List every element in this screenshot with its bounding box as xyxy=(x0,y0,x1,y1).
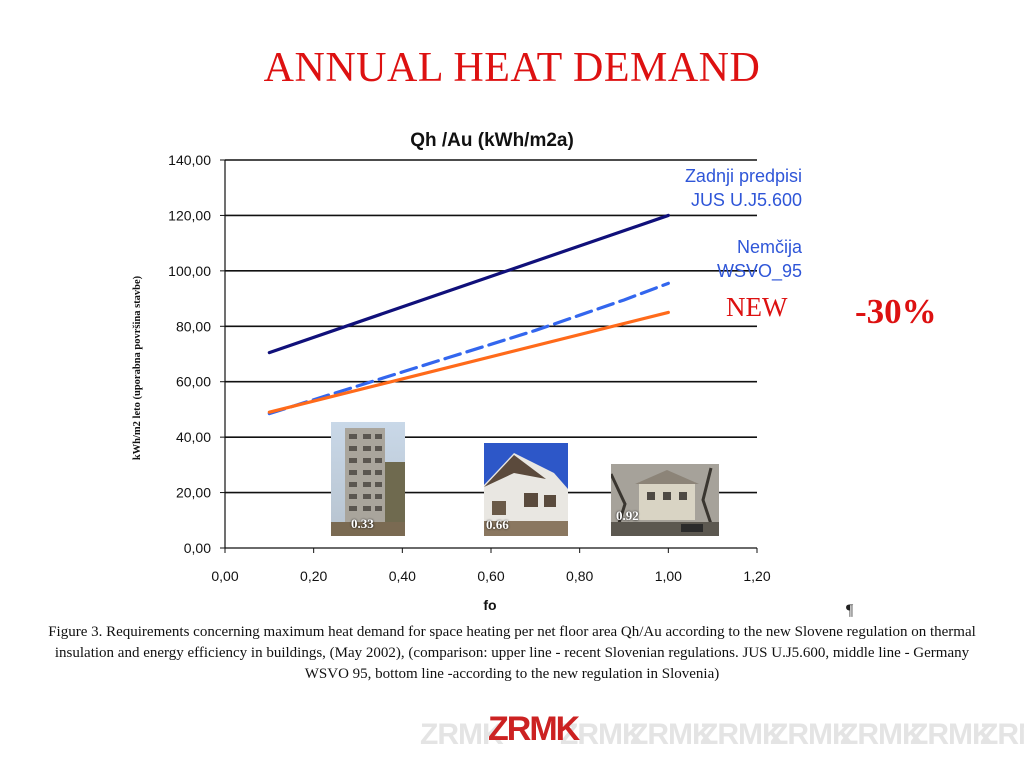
legend-entry: Zadnji predpisi xyxy=(685,166,802,186)
legend-entry: JUS U.J5.600 xyxy=(691,190,802,210)
x-tick-label: 0,80 xyxy=(566,568,593,584)
photo-label-highrise: 0.33 xyxy=(351,516,374,531)
series-lines xyxy=(267,213,670,416)
logo-text: ZRMK xyxy=(488,710,580,748)
slide-title: ANNUAL HEAT DEMAND xyxy=(263,45,761,91)
y-tick-label: 100,00 xyxy=(168,263,211,279)
legend-entry: Nemčija xyxy=(737,237,803,257)
x-tick-label: 0,40 xyxy=(389,568,416,584)
axes xyxy=(220,159,758,553)
x-tick-label: 1,20 xyxy=(743,568,770,584)
photo-highrise: 0.33 xyxy=(331,422,405,536)
x-tick-label: 0,00 xyxy=(211,568,238,584)
y-tick-label: 40,00 xyxy=(176,429,211,445)
logo-watermark-band: ZRMK ZRMK ZRMK ZRMK ZRMK ZRMK ZRMK ZRMK xyxy=(420,718,1024,751)
y-axis-label: kWh/m2 leto (uporabna površina stavbe) xyxy=(132,275,143,460)
series-line-1 xyxy=(267,281,670,416)
figure-caption: Figure 3. Requirements concerning maximu… xyxy=(48,624,976,682)
series-line-2 xyxy=(267,310,670,414)
zrmk-logo: ZRMK xyxy=(488,710,580,749)
pilcrow-mark: ¶ xyxy=(846,602,854,619)
legend-entry: WSVO_95 xyxy=(717,261,802,282)
x-axis-label: fo xyxy=(483,597,496,613)
x-tick-labels: 0,00 0,20 0,40 0,60 0,80 1,00 1,20 xyxy=(211,568,770,584)
y-tick-label: 140,00 xyxy=(168,152,211,168)
y-tick-label: 60,00 xyxy=(176,374,211,390)
series-line-0 xyxy=(267,213,670,355)
x-tick-label: 0,60 xyxy=(477,568,504,584)
photo-house: 0.66 xyxy=(484,443,568,536)
y-tick-labels: 0,00 20,00 40,00 60,00 80,00 100,00 120,00 140,… xyxy=(168,152,211,556)
chart-title: Qh /Au (kWh/m2a) xyxy=(410,130,574,151)
reduction-label: -30% xyxy=(855,292,937,331)
photo-villa: 0.92 xyxy=(611,464,719,536)
y-tick-label: 120,00 xyxy=(168,207,211,223)
photo-label-villa: 0.92 xyxy=(616,508,639,523)
x-tick-label: 0,20 xyxy=(300,568,327,584)
y-tick-label: 80,00 xyxy=(176,318,211,334)
y-tick-label: 20,00 xyxy=(176,485,211,501)
y-tick-label: 0,00 xyxy=(184,540,211,556)
x-tick-label: 1,00 xyxy=(655,568,682,584)
new-label: NEW xyxy=(726,292,788,322)
photo-label-house: 0.66 xyxy=(486,517,509,532)
legend: Zadnji predpisi JUS U.J5.600 Nemčija WSVO_9… xyxy=(685,166,803,282)
